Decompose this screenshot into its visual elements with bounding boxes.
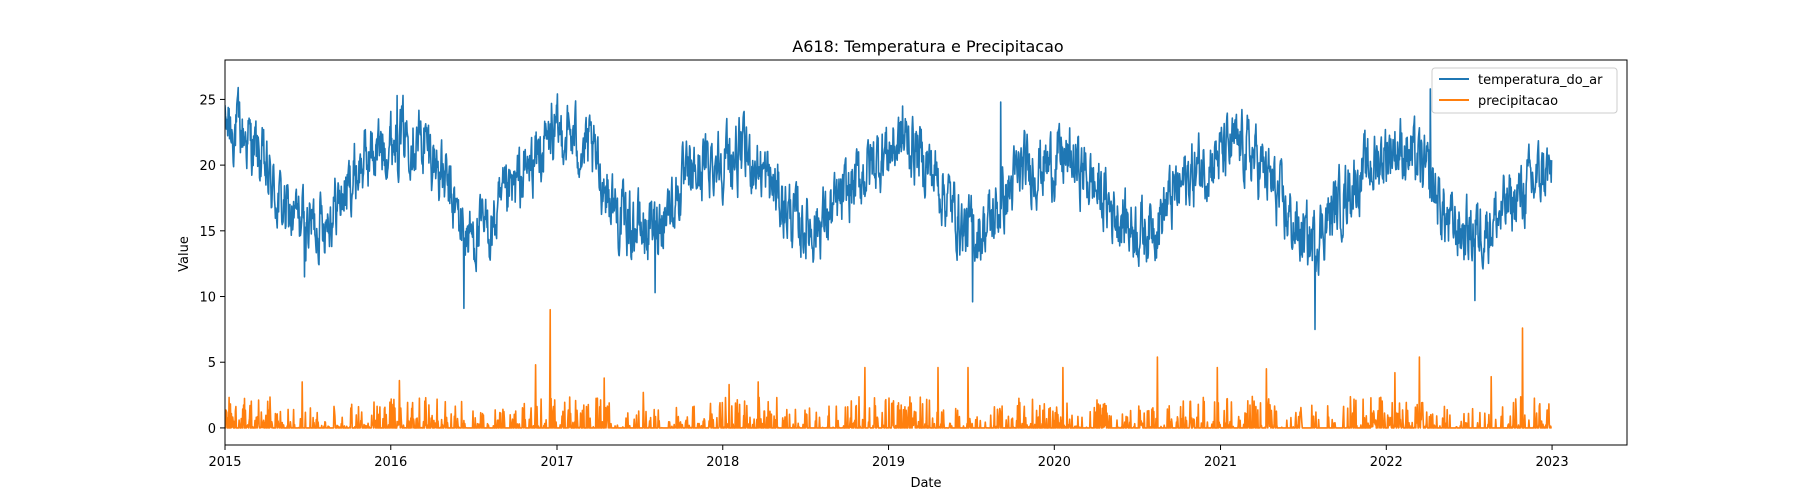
plot-area <box>225 86 1553 429</box>
axes-frame <box>224 59 1628 446</box>
chart-title: A618: Temperatura e Precipitacao <box>792 37 1063 56</box>
x-tick-label: 2022 <box>1370 455 1403 470</box>
y-axis-title: Value <box>177 236 192 272</box>
y-tick-label: 0 <box>208 422 216 437</box>
series-line-precipitacao <box>225 308 1552 429</box>
x-tick-label: 2019 <box>872 455 905 470</box>
y-axis: 0 5 10 15 20 25 <box>199 93 225 437</box>
x-axis-title: Date <box>910 476 941 491</box>
y-tick-label: 20 <box>199 159 216 174</box>
legend-label-temperatura: temperatura_do_ar <box>1478 73 1603 88</box>
x-axis: 2015 2016 2017 2018 2019 2020 2021 2022 2023 <box>208 445 1569 470</box>
y-tick-label: 10 <box>199 291 216 306</box>
x-tick-label: 2016 <box>374 455 407 470</box>
x-tick-label: 2018 <box>706 455 739 470</box>
series-line-temperatura <box>225 86 1553 331</box>
y-tick-label: 15 <box>199 225 216 240</box>
x-tick-label: 2015 <box>208 455 241 470</box>
x-tick-label: 2020 <box>1038 455 1071 470</box>
y-tick-label: 5 <box>208 356 216 371</box>
x-tick-label: 2017 <box>540 455 573 470</box>
x-tick-label: 2021 <box>1204 455 1237 470</box>
legend-label-precipitacao: precipitacao <box>1478 94 1558 109</box>
legend-box <box>1431 67 1618 114</box>
y-tick-label: 25 <box>199 93 216 108</box>
legend: temperatura_do_ar precipitacao <box>1431 67 1618 114</box>
x-tick-label: 2023 <box>1536 455 1569 470</box>
